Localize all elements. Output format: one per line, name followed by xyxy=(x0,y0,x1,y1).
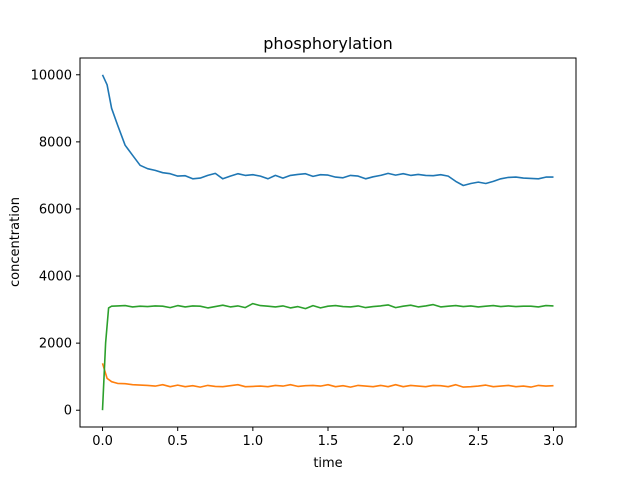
y-axis-label: concentration xyxy=(8,197,23,287)
y-tick-label: 2000 xyxy=(39,337,72,352)
series-line-1 xyxy=(101,74,554,187)
x-tick-label: 2.0 xyxy=(393,434,414,449)
x-tick-label: 1.0 xyxy=(243,434,264,449)
y-tick-label: 8000 xyxy=(39,135,72,150)
y-tick-label: 4000 xyxy=(39,270,72,285)
series-lines xyxy=(101,74,554,411)
chart-title: phosphorylation xyxy=(263,34,392,53)
x-tick-label: 3.0 xyxy=(543,434,564,449)
series-line-3 xyxy=(101,302,554,411)
y-tick-label: 0 xyxy=(64,404,72,419)
y-axis: 0 2000 4000 6000 8000 10000 xyxy=(31,68,80,419)
x-tick-label: 0.0 xyxy=(92,434,113,449)
x-axis-label: time xyxy=(313,456,342,471)
x-tick-label: 1.5 xyxy=(318,434,339,449)
x-axis: 0.0 0.5 1.0 1.5 2.0 2.5 3.0 xyxy=(92,427,564,449)
y-tick-label: 10000 xyxy=(31,68,72,83)
x-tick-label: 0.5 xyxy=(167,434,188,449)
x-tick-label: 2.5 xyxy=(468,434,489,449)
y-tick-label: 6000 xyxy=(39,202,72,217)
series-line-2 xyxy=(101,363,554,388)
